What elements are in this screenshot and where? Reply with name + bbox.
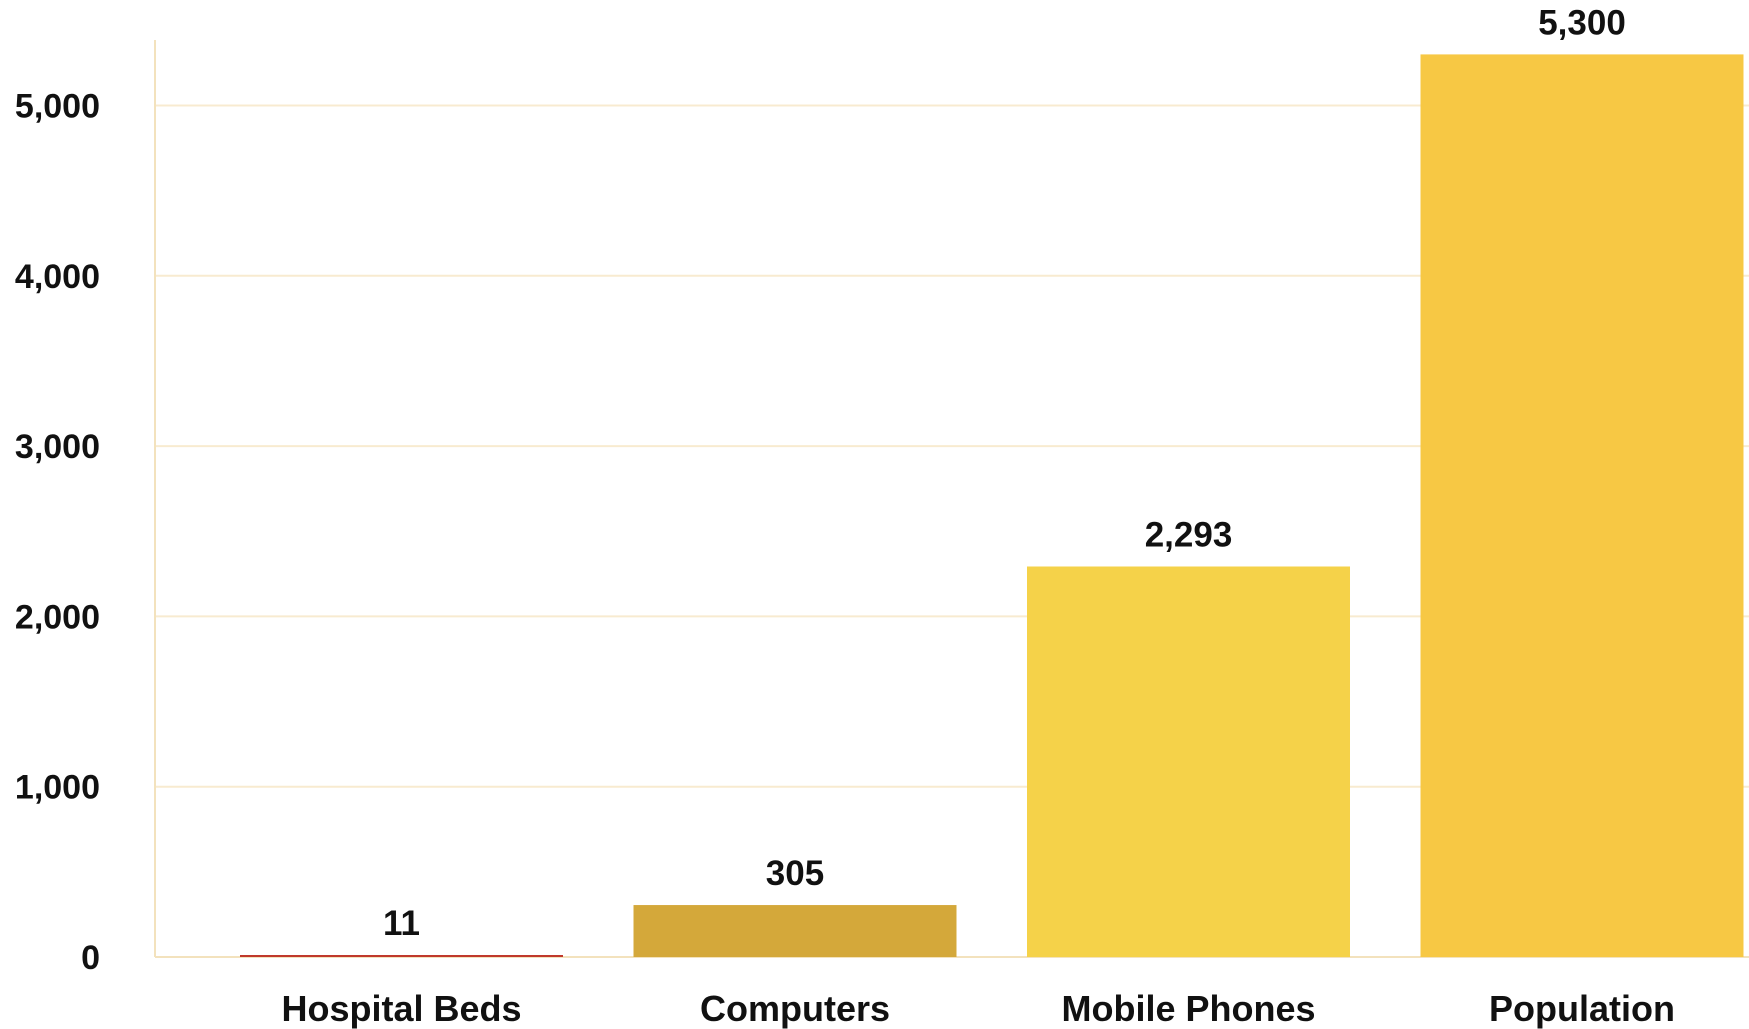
bar-population <box>1420 54 1744 958</box>
bar-mobile-phones <box>1027 566 1350 957</box>
data-label: 11 <box>383 904 420 943</box>
y-tick-label: 4,000 <box>15 258 100 296</box>
y-tick-label: 1,000 <box>15 769 100 807</box>
x-tick-label: Population <box>1489 988 1675 1029</box>
y-tick-label: 2,000 <box>15 598 100 636</box>
bar-computers <box>633 905 957 957</box>
y-tick-label: 5,000 <box>15 88 100 126</box>
y-tick-label: 0 <box>81 939 100 977</box>
x-tick-label: Computers <box>700 988 890 1029</box>
y-tick-label: 3,000 <box>15 428 100 466</box>
x-tick-label: Mobile Phones <box>1061 988 1315 1029</box>
x-tick-label: Hospital Beds <box>281 988 521 1029</box>
data-label: 305 <box>766 854 824 893</box>
labels: 0 1,000 2,000 3,000 4,000 5,000 11 Hospital Bed… <box>15 3 1675 1029</box>
bar-hospital-beds <box>240 955 563 957</box>
bars <box>240 54 1744 958</box>
data-label: 5,300 <box>1538 3 1626 42</box>
data-label: 2,293 <box>1145 516 1233 555</box>
